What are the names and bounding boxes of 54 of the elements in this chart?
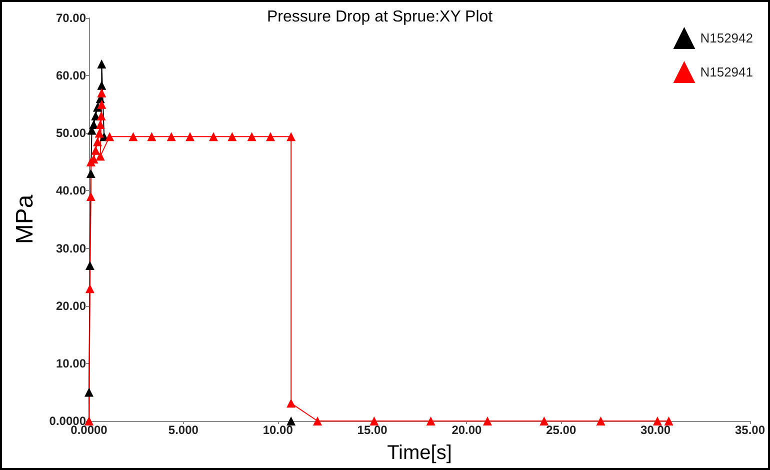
point: [84, 388, 94, 397]
point: [94, 128, 104, 138]
point: [247, 132, 256, 142]
point: [166, 132, 176, 142]
x-tick-label: 30.00: [640, 423, 671, 437]
point: [97, 80, 106, 90]
point: [313, 416, 322, 426]
y-axis-title: MPa: [12, 194, 38, 244]
y-tick-label: 10.00: [56, 356, 86, 370]
point: [370, 416, 379, 426]
point: [96, 111, 106, 120]
point: [228, 132, 237, 142]
point: [147, 132, 156, 142]
point: [266, 132, 275, 142]
point: [96, 120, 105, 130]
y-tick-label: 40.00: [56, 184, 86, 198]
legend-label: N152942: [700, 30, 754, 46]
x-tick-label: 5.000: [168, 423, 199, 437]
point: [128, 132, 138, 142]
point: [286, 398, 296, 408]
point: [85, 261, 94, 270]
point: [86, 168, 96, 178]
legend-label: N152941: [700, 64, 754, 80]
point: [96, 152, 105, 161]
point: [85, 284, 94, 294]
point: [652, 416, 662, 426]
y-tick-label: 60.00: [56, 68, 86, 83]
point: [93, 137, 102, 146]
x-tick-label: 35.00: [734, 423, 766, 437]
point: [286, 132, 296, 142]
point: [97, 60, 106, 69]
x-tick-label: 15.00: [357, 423, 388, 437]
y-tick-label: 30.00: [56, 241, 86, 256]
point: [426, 416, 436, 426]
point: [540, 416, 549, 426]
point: [86, 192, 96, 201]
point: [208, 132, 218, 142]
x-tick-label: 25.00: [546, 423, 576, 437]
point: [596, 416, 606, 426]
x-axis-title: Time[s]: [387, 442, 452, 464]
y-tick-label: 50.00: [56, 126, 86, 140]
point: [97, 88, 106, 98]
y-tick-label: 70.00: [56, 11, 86, 25]
point: [186, 132, 195, 142]
point: [664, 416, 674, 426]
point: [97, 100, 106, 109]
x-tick-label: 10.00: [262, 423, 294, 437]
chart-title: Pressure Drop at Sprue:XY Plot: [267, 8, 494, 26]
point: [91, 146, 100, 155]
point: [286, 416, 296, 426]
point: [482, 416, 492, 426]
y-tick-label: 20.00: [56, 298, 86, 313]
x-tick-label: 20.00: [452, 423, 482, 437]
point: [105, 132, 114, 142]
